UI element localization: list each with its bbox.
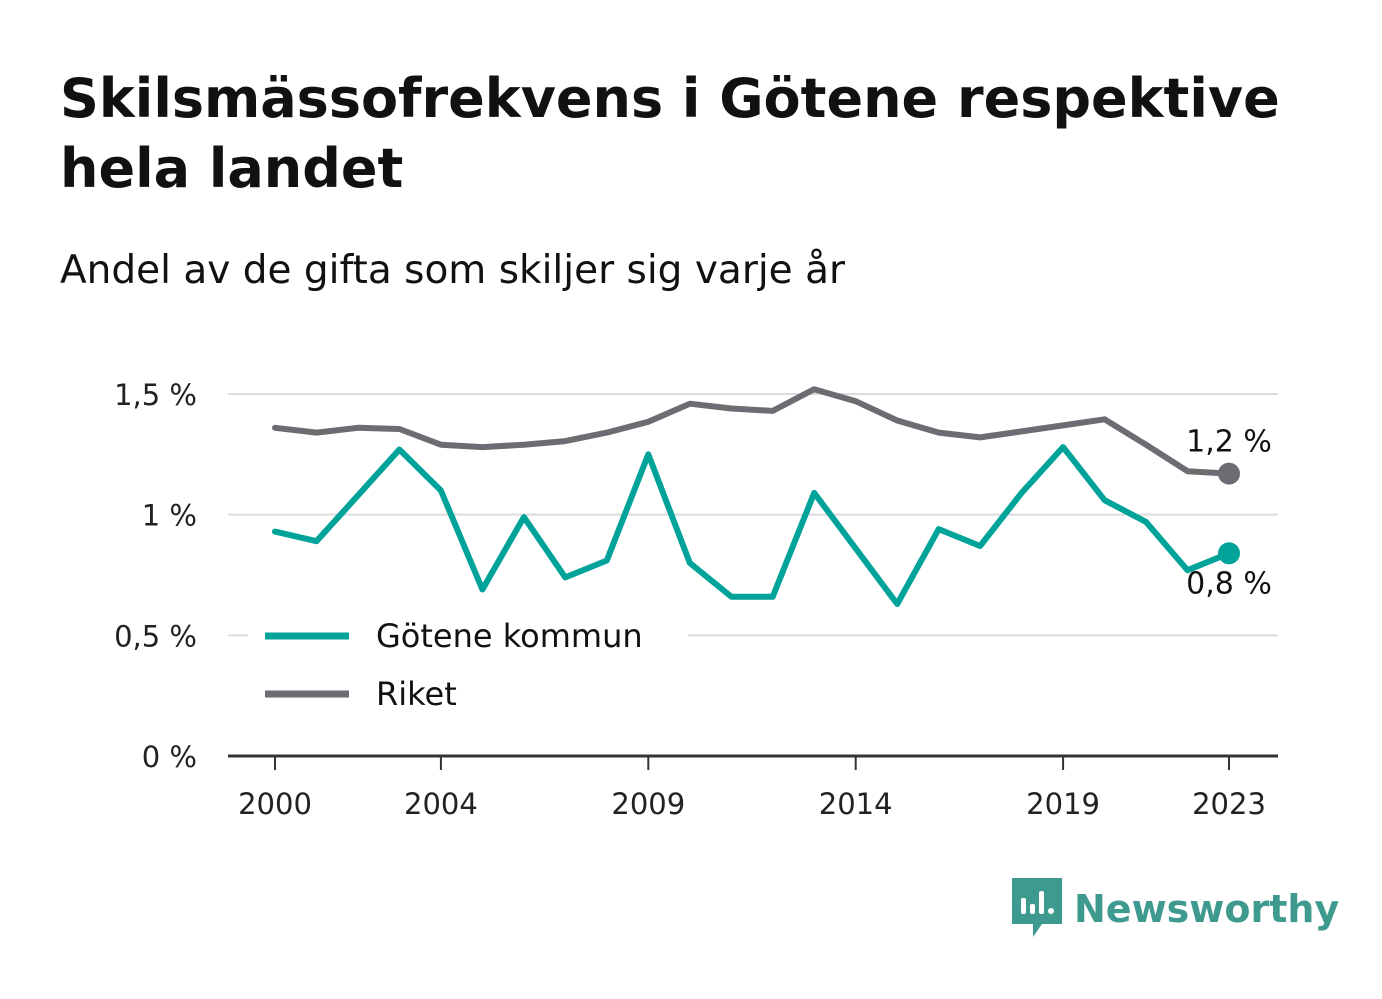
- y-tick-label: 1 %: [142, 499, 197, 533]
- x-tick-label: 2019: [1026, 787, 1100, 821]
- brand-name: Newsworthy: [1074, 887, 1340, 931]
- end-label: 0,8 %: [1186, 566, 1272, 601]
- chart-subtitle: Andel av de gifta som skiljer sig varje …: [60, 248, 846, 293]
- series-line-gotene: [272, 444, 1232, 607]
- legend: Götene kommun Riket: [248, 602, 688, 728]
- x-tick-label: 2014: [819, 787, 893, 821]
- end-point-riket: [1218, 462, 1240, 485]
- x-tick-label: 2000: [238, 787, 312, 821]
- y-tick-label: 0,5 %: [114, 619, 197, 653]
- y-tick-label: 0 %: [142, 740, 197, 774]
- legend-background: [248, 602, 688, 728]
- x-tick-label: 2009: [611, 787, 685, 821]
- chart-title: Skilsmässofrekvens i Götene respektive h…: [60, 67, 1280, 200]
- series-lines: [272, 386, 1240, 607]
- y-tick-label: 1,5 %: [114, 378, 197, 412]
- end-label: 1,2 %: [1186, 425, 1272, 460]
- x-tick-label: 2023: [1192, 787, 1266, 821]
- series-line-riket: [272, 386, 1232, 477]
- legend-label: Riket: [376, 675, 457, 713]
- legend-label: Götene kommun: [376, 617, 643, 655]
- newsworthy-brand: Newsworthy: [1012, 878, 1339, 940]
- end-point-gotene: [1218, 542, 1240, 565]
- end-labels: 0,8 % 1,2 %: [1186, 425, 1272, 602]
- newsworthy-logo-icon: [1012, 878, 1062, 937]
- x-tick-label: 2004: [404, 787, 478, 821]
- x-axis-ticks: 2000 2004 2009 2014 2019 2023: [238, 756, 1266, 821]
- y-axis-ticks: 0 % 0,5 % 1 % 1,5 %: [114, 378, 197, 774]
